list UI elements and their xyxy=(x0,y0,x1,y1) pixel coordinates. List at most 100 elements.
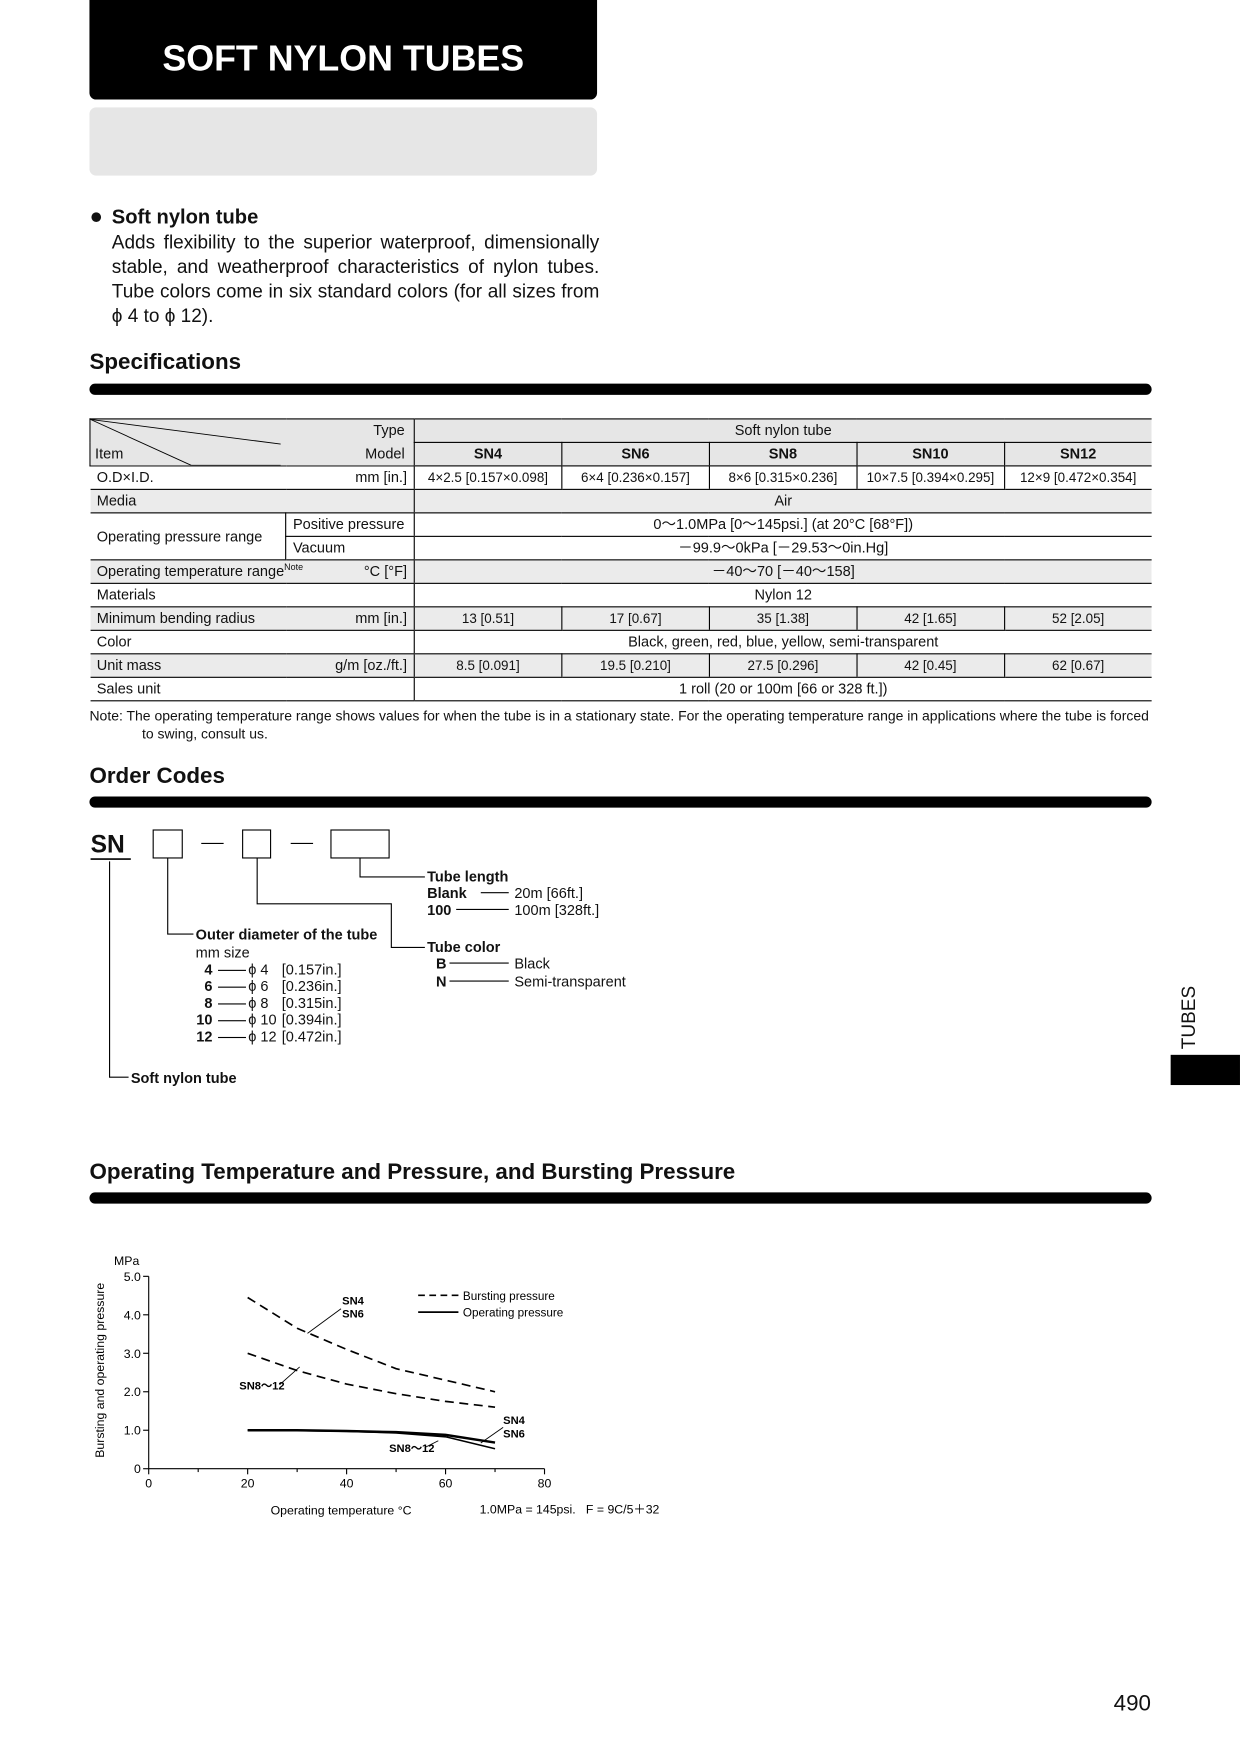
table-row: Unit mass g/m [oz./ft.] 8.5 [0.091] 19.5 [0… xyxy=(90,653,1152,678)
page-number: 490 xyxy=(1113,1691,1151,1716)
row-item: Media xyxy=(90,488,415,514)
row-item: Minimum bending radius mm [in.] xyxy=(90,606,415,631)
line-series xyxy=(247,1352,496,1408)
subtitle-box xyxy=(89,107,598,176)
row-item: O.D×I.D. mm [in.] xyxy=(90,465,415,490)
leader-line xyxy=(359,857,425,878)
code-box xyxy=(330,829,390,859)
option-inch: [0.394in.] xyxy=(281,1011,342,1028)
row-cell: 42 [1.65] xyxy=(856,606,1005,631)
row-item-name: Operating temperature range xyxy=(96,562,285,580)
x-tick-label: 40 xyxy=(340,1477,354,1491)
curve-label: SN6 xyxy=(503,1428,525,1440)
curve-label-leader xyxy=(424,1440,439,1448)
row-item-wrap: Unit mass g/m [oz./ft.] xyxy=(96,655,407,676)
option-desc: Semi-transparent xyxy=(514,973,626,990)
row-item-name: Materials xyxy=(96,586,156,603)
row-cell: 8.5 [0.091] xyxy=(413,653,562,678)
x-axis-label: Operating temperature °C xyxy=(271,1504,412,1518)
row-item: Color xyxy=(90,629,415,655)
row-item-wrap: O.D×I.D. mm [in.] xyxy=(97,467,407,488)
row-item-wrap: Materials xyxy=(96,584,407,605)
option-unit: mm size xyxy=(195,944,250,961)
option-code: Blank xyxy=(427,884,467,902)
y-tick-label: 2.0 xyxy=(124,1385,141,1399)
order-code-lines xyxy=(90,829,509,1078)
row-item: Operating temperature rangeNote °C [°F] xyxy=(90,559,415,584)
curve-label: SN8～12 xyxy=(389,1443,434,1455)
row-unit: mm [in.] xyxy=(355,468,407,486)
model-header: SN10 xyxy=(856,441,1005,467)
corner-item: Item xyxy=(95,445,124,462)
option-line xyxy=(218,986,246,988)
row-value: 0～1.0MPa [0～145psi.] (at 20°C [68°F]) xyxy=(413,512,1152,537)
option-desc: Black xyxy=(514,955,550,973)
row-value: Nylon 12 xyxy=(413,582,1152,608)
side-tab xyxy=(1170,1054,1240,1086)
section-bar xyxy=(89,1192,1152,1204)
option-inch: [0.315in.] xyxy=(281,994,342,1012)
diagonal xyxy=(91,420,281,445)
x-tick-label: 80 xyxy=(538,1477,552,1491)
y-tick-label: 1.0 xyxy=(124,1424,141,1438)
table-row: Materials Nylon 12 xyxy=(90,582,1152,608)
option-code: 6 xyxy=(204,977,213,995)
option-line xyxy=(218,1003,246,1005)
row-unit: °C [°F] xyxy=(363,562,407,580)
row-value: 1 roll (20 or 100m [66 or 328 ft.]) xyxy=(413,676,1152,702)
corner-diagonals xyxy=(91,420,281,465)
table-row: Operating temperature rangeNote °C [°F] －4… xyxy=(90,559,1152,584)
line-series xyxy=(247,1429,496,1450)
diagonal xyxy=(91,420,192,465)
chart: 0 1.0 2.0 3.0 4.0 5.0 0 20 40 60 80 MPa Bursting and… xyxy=(93,1254,660,1517)
row-note-mark: Note xyxy=(284,562,304,573)
row-cell: 6×4 [0.236×0.157] xyxy=(561,465,710,490)
section-title: Specifications xyxy=(89,350,242,375)
table-row: Sales unit 1 roll (20 or 100m [66 or 328 … xyxy=(90,676,1152,702)
model-header: SN8 xyxy=(708,441,857,467)
row-item-wrap: Sales unit xyxy=(97,678,407,699)
row-cell: 13 [0.51] xyxy=(413,606,562,631)
table-row: Vacuum －99.9～0kPa [－29.53～0in.Hg] xyxy=(90,535,1152,561)
option-inch: [0.157in.] xyxy=(281,960,342,978)
option-desc: 20m [66ft.] xyxy=(514,884,584,902)
table-row: Type Model Item Soft nylon tube xyxy=(89,418,1152,467)
row-cell: 27.5 [0.296] xyxy=(708,653,857,678)
option-line xyxy=(218,1020,246,1022)
row-value: Black, green, red, blue, yellow, semi-tr… xyxy=(413,629,1152,655)
option-size: ϕ 6 xyxy=(248,977,269,995)
table-row: O.D×I.D. mm [in.] 4×2.5 [0.157×0.098] 6×4 [… xyxy=(90,465,1152,490)
row-item-name: Unit mass xyxy=(96,656,162,674)
table-note: Note: The operating temperature range sh… xyxy=(89,708,1149,742)
intro-heading: Soft nylon tube xyxy=(111,205,259,229)
row-cell: 4×2.5 [0.157×0.098] xyxy=(413,465,562,490)
corner-model: Model xyxy=(365,445,405,462)
option-code: 8 xyxy=(204,994,213,1012)
spec-table: Type Model Item Soft nylon tube SN4 SN6 SN8 SN1… xyxy=(89,418,1152,702)
curve-label-leader xyxy=(307,1308,342,1334)
row-item-group: Operating temperature rangeNote xyxy=(96,561,304,582)
option-size: ϕ 4 xyxy=(248,960,269,978)
header-box xyxy=(89,0,598,100)
corner-type: Type xyxy=(373,421,405,439)
option-line xyxy=(218,969,246,971)
table-row: Color Black, green, red, blue, yellow, se… xyxy=(90,629,1152,655)
code-box xyxy=(242,829,272,859)
option-code: 10 xyxy=(196,1011,213,1028)
leader-line xyxy=(256,857,425,949)
option-inch: [0.236in.] xyxy=(281,977,342,995)
curve-label-leader xyxy=(279,1366,300,1386)
option-code: 4 xyxy=(204,960,213,978)
x-tick-label: 20 xyxy=(241,1477,255,1491)
bullet: ● xyxy=(89,204,103,230)
table-row: SN4 SN6 SN8 SN10 SN12 xyxy=(90,441,1152,467)
section-bar xyxy=(89,383,1152,395)
type-value: Soft nylon tube xyxy=(413,418,1152,443)
option-code: 100 xyxy=(427,901,452,919)
row-item-wrap: Color xyxy=(97,631,407,652)
row-cell: 52 [2.05] xyxy=(1003,606,1152,631)
option-line xyxy=(218,1036,246,1039)
option-inch: [0.472in.] xyxy=(281,1027,342,1045)
